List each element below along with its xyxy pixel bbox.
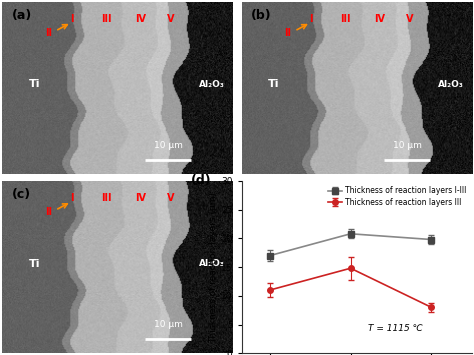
Text: III: III: [340, 14, 350, 24]
Text: (a): (a): [11, 9, 32, 22]
Text: III: III: [100, 14, 111, 24]
Text: II: II: [45, 28, 52, 38]
Text: Ti: Ti: [268, 80, 280, 89]
Text: II: II: [284, 28, 291, 38]
Text: 10 μm: 10 μm: [154, 320, 182, 329]
Text: IV: IV: [135, 14, 146, 24]
Text: V: V: [166, 14, 174, 24]
Text: I: I: [70, 14, 73, 24]
Text: III: III: [100, 193, 111, 203]
Text: IV: IV: [135, 193, 146, 203]
Text: Ti: Ti: [29, 259, 40, 269]
Text: (d): (d): [191, 174, 211, 187]
Text: V: V: [406, 14, 413, 24]
Text: Al₂O₃: Al₂O₃: [199, 259, 225, 268]
Text: 10 μm: 10 μm: [393, 141, 422, 150]
Text: (b): (b): [251, 9, 272, 22]
Text: Al₂O₃: Al₂O₃: [199, 80, 225, 89]
Text: I: I: [309, 14, 312, 24]
Text: IV: IV: [374, 14, 385, 24]
Legend: Thickness of reaction layers I-III, Thickness of reaction layers III: Thickness of reaction layers I-III, Thic…: [327, 185, 468, 208]
Text: T = 1115 ℃: T = 1115 ℃: [368, 323, 423, 333]
Text: (c): (c): [11, 188, 31, 201]
Text: Al₂O₃: Al₂O₃: [438, 80, 464, 89]
Y-axis label: Thickness of reaction layers (μm): Thickness of reaction layers (μm): [210, 192, 219, 343]
Text: I: I: [70, 193, 73, 203]
Text: 10 μm: 10 μm: [154, 141, 182, 150]
Text: Ti: Ti: [29, 80, 40, 89]
Text: V: V: [166, 193, 174, 203]
Text: II: II: [45, 207, 52, 217]
